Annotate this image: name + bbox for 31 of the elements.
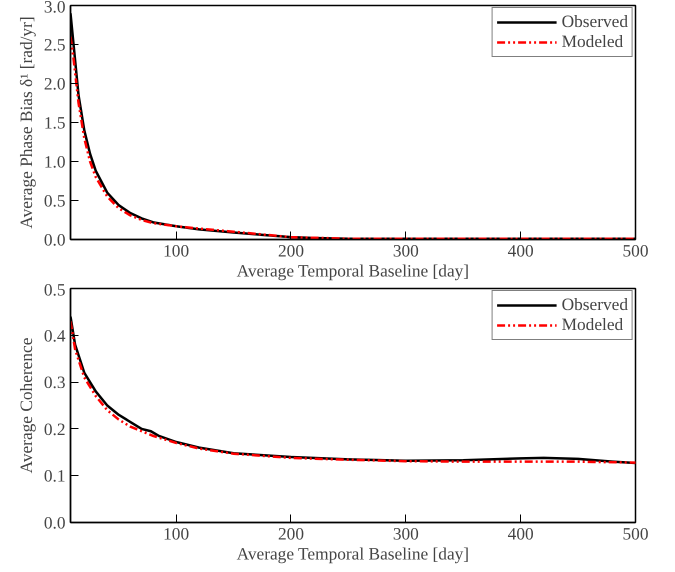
x-tick-label: 300 — [392, 242, 419, 260]
x-tick-label: 500 — [622, 524, 649, 544]
x-tick-label: 400 — [508, 242, 534, 260]
x-tick-label: 500 — [622, 242, 649, 260]
legend-label: Observed — [562, 12, 628, 32]
legend-label: Modeled — [562, 32, 624, 52]
x-tick-label: 100 — [163, 524, 190, 544]
y-tick-label: 0.0 — [44, 514, 66, 532]
y-tick-label: 0.4 — [44, 326, 66, 346]
y-tick-label: 2.5 — [44, 36, 66, 54]
legend-label: Observed — [562, 295, 628, 315]
x-tick-label: 200 — [278, 524, 304, 544]
x-tick-label: 100 — [163, 242, 190, 260]
x-tick-label: 400 — [508, 524, 534, 544]
legend-label: Modeled — [562, 315, 624, 335]
y-tick-label: 0.1 — [44, 466, 66, 486]
x-tick-label: 300 — [392, 524, 419, 544]
y-tick-label: 0.3 — [44, 373, 66, 392]
x-tick-label: 200 — [278, 242, 304, 260]
x-axis-title: Average Temporal Baseline [day] — [236, 262, 470, 280]
y-tick-label: 1.0 — [44, 152, 66, 172]
y-tick-label: 0.5 — [44, 280, 66, 300]
y-tick-label: 3.0 — [44, 0, 66, 16]
y-tick-label: 2.0 — [44, 74, 66, 94]
y-tick-label: 0.5 — [44, 192, 66, 210]
y-tick-label: 0.2 — [44, 420, 66, 439]
y-tick-label: 1.5 — [44, 114, 66, 132]
x-axis-title: Average Temporal Baseline [day] — [236, 544, 470, 564]
y-axis-title: Average Coherence — [16, 337, 36, 474]
y-tick-label: 0.0 — [44, 230, 66, 250]
y-axis-title: Average Phase Bias δ¹ [rad/yr] — [16, 16, 36, 229]
